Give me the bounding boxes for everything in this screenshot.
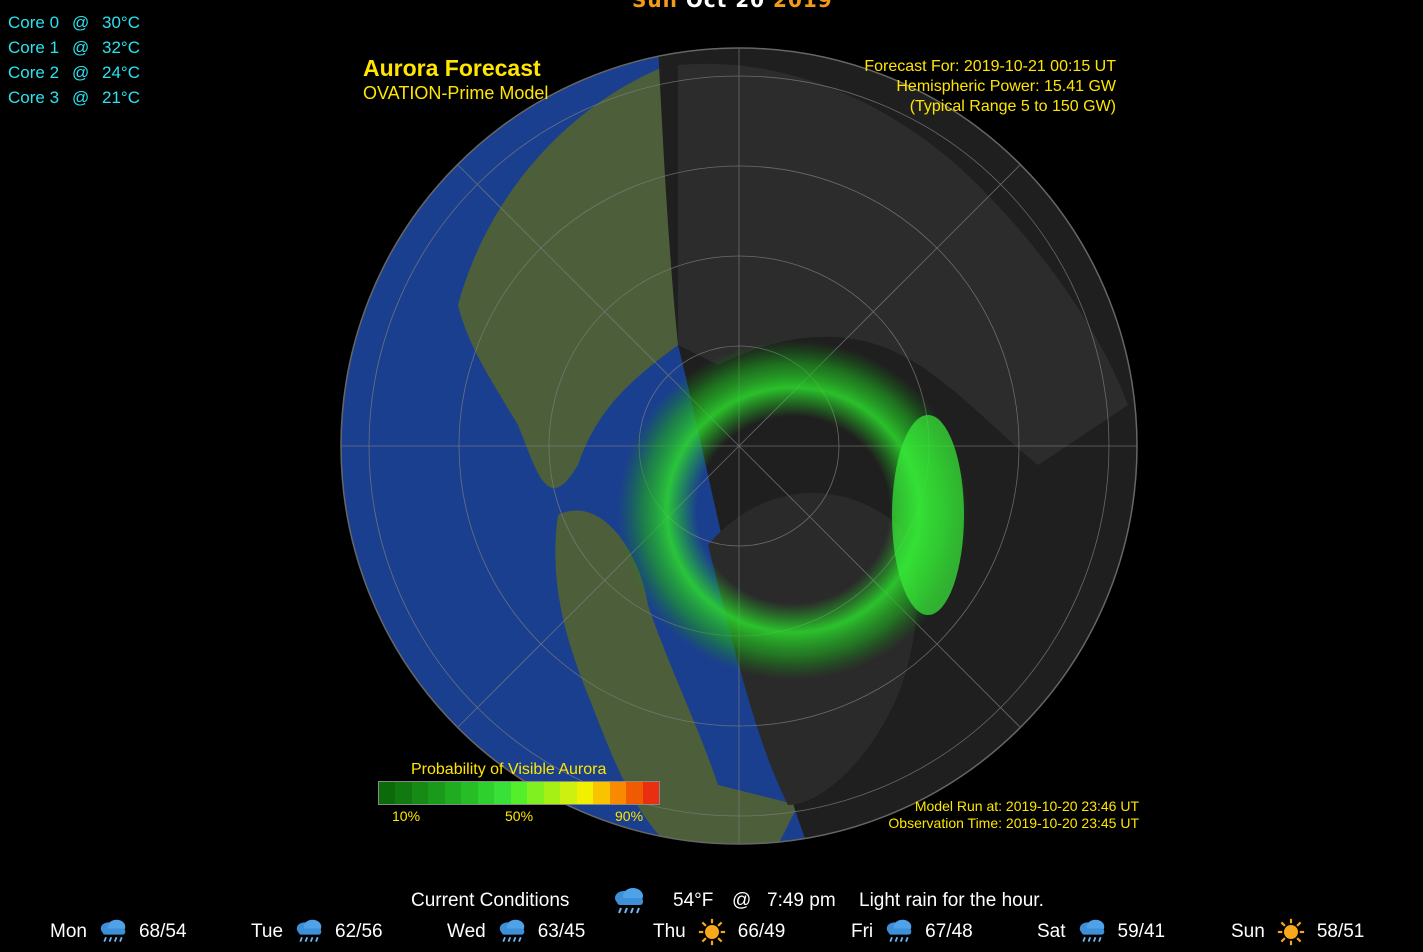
- forecast-day-name: Sat: [1037, 921, 1066, 942]
- current-time: 7:49 pm: [767, 890, 836, 911]
- forecast-day: Tue 62/56: [251, 918, 383, 946]
- forecast-temps: 66/49: [737, 921, 786, 942]
- current-temp: 54°F: [673, 890, 714, 911]
- core-temp: 32°C: [102, 38, 140, 57]
- sun-icon: [1275, 918, 1307, 946]
- core-row: Core 1 @32°C: [8, 35, 140, 60]
- core-name: Core 0: [8, 13, 60, 32]
- core-row: Core 2 @24°C: [8, 60, 140, 85]
- core-name: Core 1: [8, 38, 60, 57]
- forecast-day-name: Sun: [1231, 921, 1265, 942]
- core-temperature-list: Core 0 @30°C Core 1 @32°C Core 2 @24°C Core…: [8, 10, 140, 110]
- night-land: [678, 63, 1128, 466]
- forecast-for: Forecast For: 2019-10-21 00:15 UT: [864, 58, 1116, 75]
- date-weekday: Sun: [632, 0, 678, 12]
- asia-landmass: [458, 65, 678, 488]
- sun-icon: [696, 918, 728, 946]
- core-temp: 21°C: [102, 88, 140, 107]
- core-at: @: [72, 88, 90, 107]
- rain-cloud-icon: [612, 886, 646, 924]
- aurora-oval: [618, 340, 968, 680]
- legend-tick: 10%: [392, 808, 421, 824]
- forecast-day: Sat 59/41: [1037, 918, 1165, 946]
- typical-range: (Typical Range 5 to 150 GW): [909, 98, 1116, 115]
- core-at: @: [72, 13, 90, 32]
- forecast-day: Sun 58/51: [1231, 918, 1364, 946]
- core-row: Core 3 @21°C: [8, 85, 140, 110]
- date-day: Oct 20: [685, 0, 766, 12]
- forecast-day-name: Tue: [251, 921, 284, 942]
- aurora-hotspot: [892, 415, 964, 615]
- map-subtitle: OVATION-Prime Model: [363, 83, 549, 103]
- rain-cloud-icon: [496, 918, 528, 946]
- aurora-map-image: [340, 47, 1138, 845]
- americas-day-landmass: [555, 510, 798, 844]
- forecast-temps: 68/54: [138, 921, 187, 942]
- observation-time: Observation Time: 2019-10-20 23:45 UT: [888, 815, 1139, 831]
- core-name: Core 2: [8, 63, 60, 82]
- hemispheric-power: Hemispheric Power: 15.41 GW: [896, 78, 1116, 95]
- forecast-info: Forecast For: 2019-10-21 00:15 UT Hemisp…: [864, 57, 1116, 117]
- legend-tick: 90%: [615, 808, 644, 824]
- rain-cloud-icon: [1076, 918, 1108, 946]
- forecast-day: Mon 68/54: [50, 918, 187, 946]
- current-conditions-label: Current Conditions: [411, 890, 570, 911]
- forecast-temps: 63/45: [537, 921, 586, 942]
- core-at: @: [72, 38, 90, 57]
- aurora-globe: [338, 45, 1140, 847]
- core-temp: 24°C: [102, 63, 140, 82]
- model-run-time: Model Run at: 2019-10-20 23:46 UT: [914, 798, 1139, 814]
- core-temp: 30°C: [102, 13, 140, 32]
- model-run-info: Model Run at: 2019-10-20 23:46 UT Observ…: [888, 798, 1139, 832]
- forecast-day-name: Mon: [50, 921, 87, 942]
- rain-cloud-icon: [293, 918, 325, 946]
- forecast-temps: 62/56: [335, 921, 383, 942]
- core-row: Core 0 @30°C: [8, 10, 140, 35]
- forecast-day-name: Thu: [653, 921, 686, 942]
- date-header: Sun Oct 20 2019: [632, 0, 833, 12]
- forecast-temps: 67/48: [925, 921, 973, 942]
- legend-tick: 50%: [505, 808, 534, 824]
- core-at: @: [72, 63, 90, 82]
- legend-title: Probability of Visible Aurora: [411, 761, 607, 778]
- current-at: @: [732, 890, 752, 911]
- rain-cloud-icon: [97, 918, 129, 946]
- forecast-day-name: Wed: [447, 921, 486, 942]
- core-name: Core 3: [8, 88, 60, 107]
- date-year: 2019: [773, 0, 833, 12]
- forecast-temps: 58/51: [1316, 921, 1365, 942]
- forecast-temps: 59/41: [1117, 921, 1166, 942]
- probability-legend-bar: [378, 781, 660, 805]
- forecast-day: Fri 67/48: [851, 918, 973, 946]
- rain-cloud-icon: [883, 918, 915, 946]
- current-summary: Light rain for the hour.: [859, 890, 1044, 911]
- forecast-day: Thu 66/49: [653, 918, 785, 946]
- map-title: Aurora Forecast: [363, 55, 541, 81]
- forecast-day-name: Fri: [851, 921, 874, 942]
- forecast-day: Wed 63/45: [447, 918, 585, 946]
